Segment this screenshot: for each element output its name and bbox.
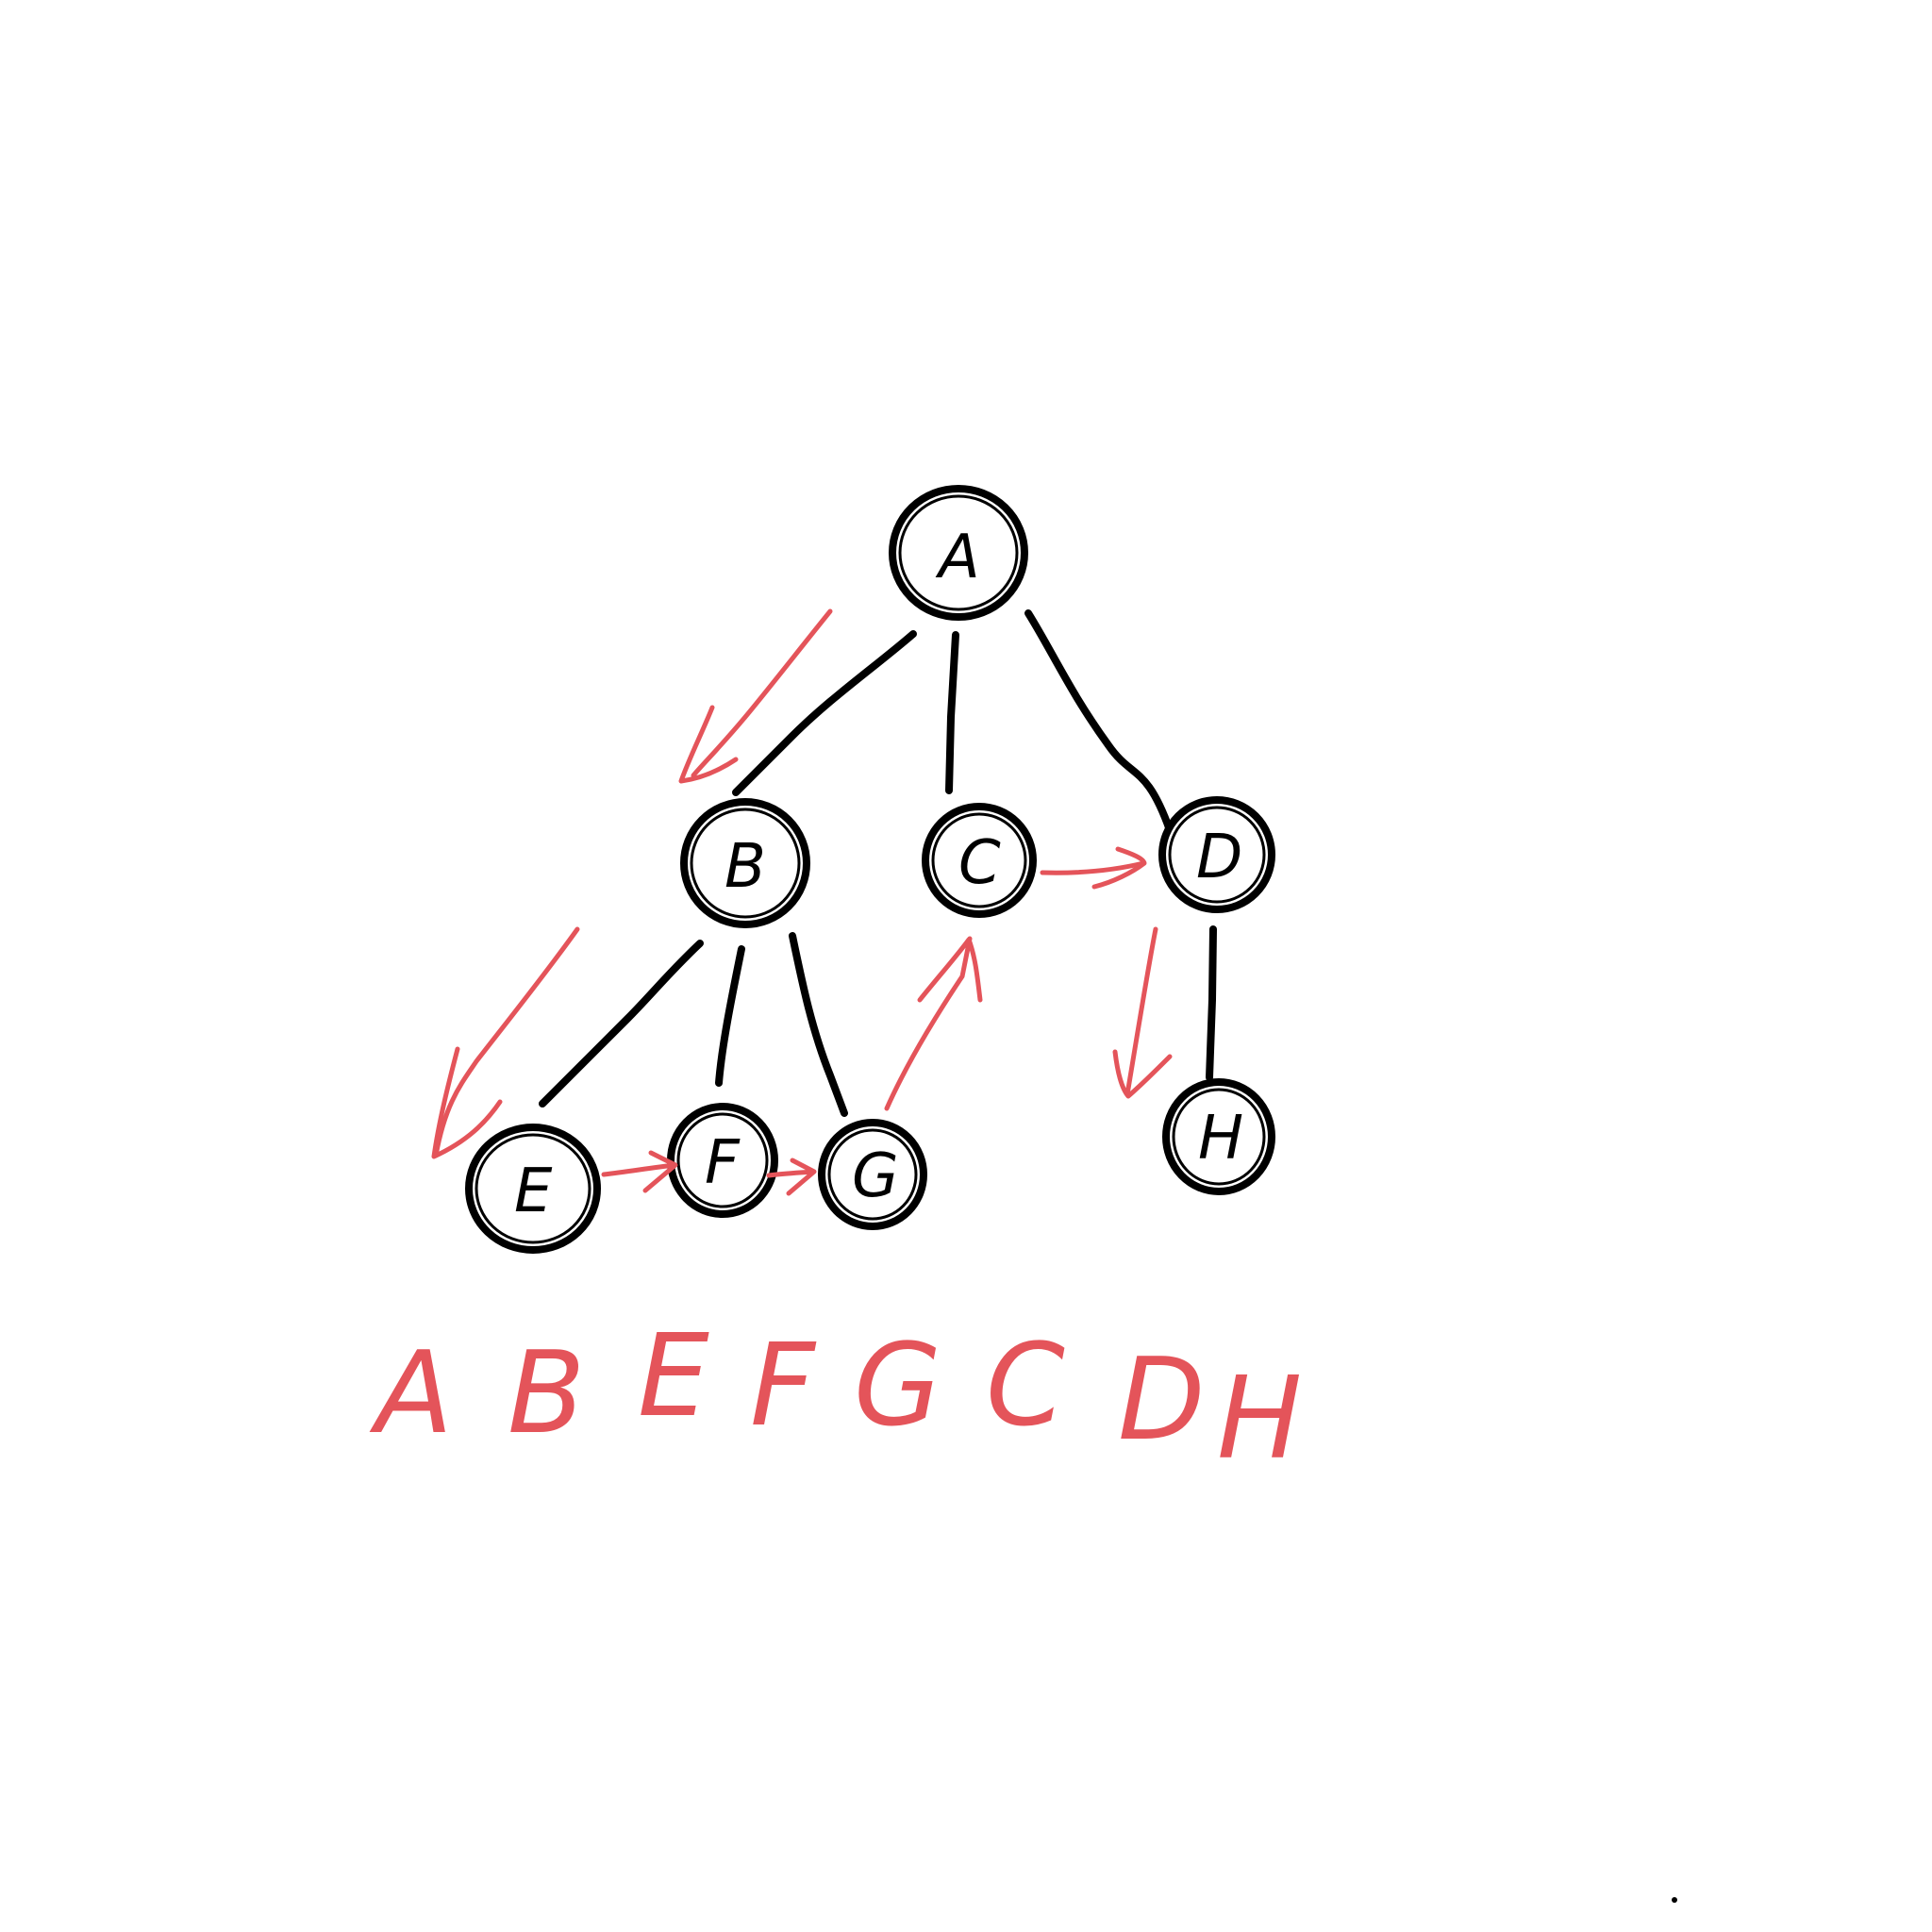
order-letter-1: A [369,1328,453,1459]
node-g: G [818,1119,927,1230]
node-c-label: C [958,828,1001,898]
arrow-f-to-g [766,1158,817,1196]
order-letter-6: C [986,1321,1065,1452]
node-b: B [680,798,810,928]
arrow-a-to-b [678,608,833,784]
arrow-g-to-c [884,936,983,1111]
arrow-b-to-e [431,926,580,1159]
node-f-outline [676,1112,769,1208]
node-b-outline [690,808,801,919]
edge-b-g [789,932,848,1117]
order-letter-2: B [508,1328,585,1459]
node-a-label: A [935,523,980,592]
order-letter-8: H [1217,1354,1302,1485]
node-h: H [1162,1078,1275,1195]
arrow-c-to-d [1040,846,1147,890]
edge-d-h [1206,925,1217,1081]
edge-b-e [539,940,704,1108]
node-f-label: F [705,1128,741,1198]
tree-edges [539,609,1217,1117]
edge-a-d [1024,609,1174,834]
node-e-label: E [514,1157,553,1226]
edge-a-c [945,631,959,794]
node-a-outline [898,494,1019,611]
arrow-e-to-f [601,1150,678,1193]
node-e-outline [475,1133,591,1244]
edge-b-f [715,945,745,1087]
order-letter-3: E [638,1311,709,1442]
node-d-label: D [1196,823,1242,892]
node-d-outline [1168,806,1266,904]
traversal-order: A B E F G C D H [369,1311,1302,1485]
traversal-arrows [431,608,1173,1196]
node-a: A [889,485,1028,621]
node-b-label: B [724,832,766,902]
order-letter-7: D [1118,1335,1205,1466]
node-e-circle [465,1124,601,1254]
node-b-circle [680,798,810,928]
node-c-outline [931,812,1027,908]
node-g-label: G [852,1141,899,1211]
node-g-circle [818,1119,927,1230]
node-c: C [922,803,1037,918]
node-h-circle [1162,1078,1275,1195]
node-a-circle [889,485,1028,621]
node-g-outline [827,1128,918,1221]
node-c-circle [922,803,1037,918]
node-f: F [667,1103,778,1218]
order-letter-5: G [854,1321,941,1452]
node-d: D [1158,796,1275,913]
node-e: E [465,1124,601,1254]
tree-nodes: A B C D E F G [465,485,1275,1254]
node-d-circle [1158,796,1275,913]
edge-a-b [732,630,917,796]
arrow-d-to-h [1112,926,1173,1099]
node-h-outline [1172,1088,1266,1186]
node-h-label: H [1198,1104,1243,1174]
stray-dot [1672,1897,1677,1903]
order-letter-4: F [750,1321,817,1452]
